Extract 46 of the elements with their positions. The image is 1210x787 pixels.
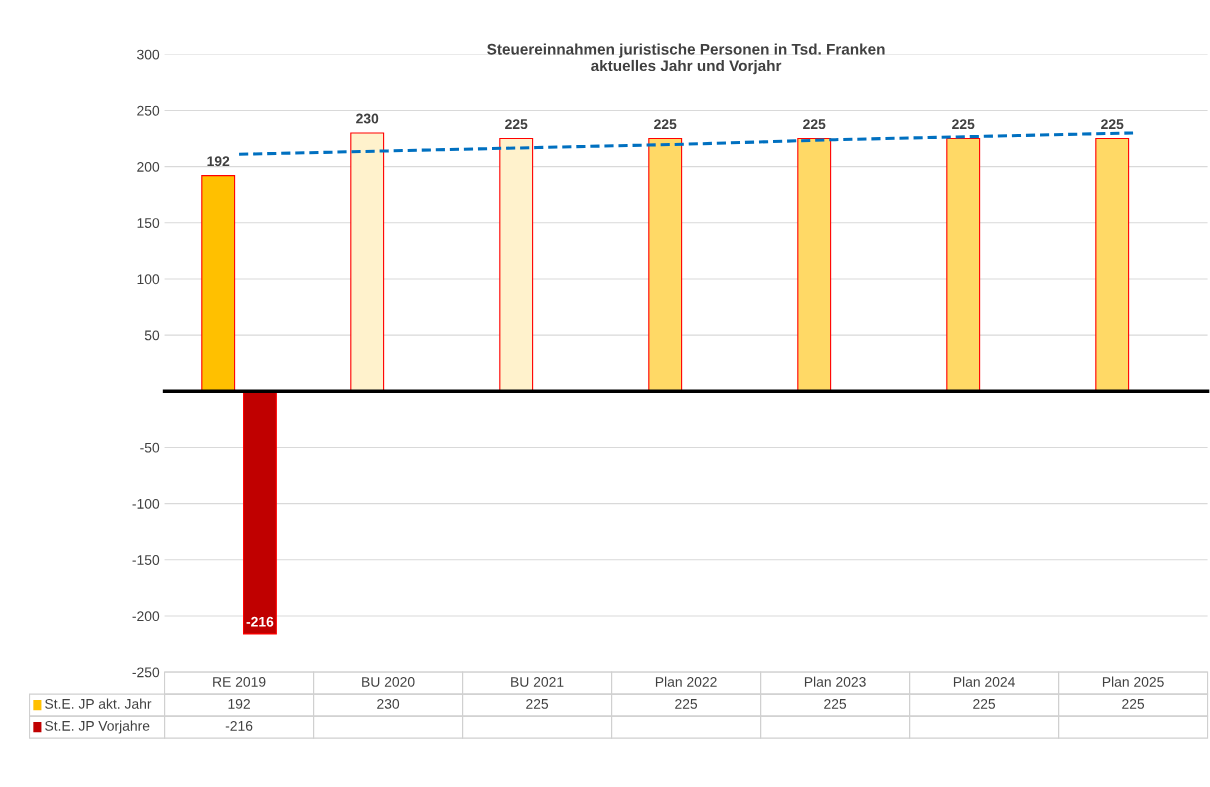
data-label: 230 xyxy=(377,698,400,709)
x-tick-label: Plan 2024 xyxy=(953,676,1015,687)
x-tick-label: Plan 2022 xyxy=(655,676,717,687)
x-tick-label: BU 2020 xyxy=(362,676,415,687)
y-tick-label: 50 xyxy=(144,330,160,341)
y-tick-label: 150 xyxy=(137,218,160,228)
bar xyxy=(946,137,981,392)
text: 230 xyxy=(356,113,379,124)
text: 225 xyxy=(803,119,826,130)
legend-label: St.E. JP akt. Jahr xyxy=(45,698,152,709)
text: 225 xyxy=(952,119,975,130)
x-tick-label: Plan 2025 xyxy=(1102,676,1164,687)
data-label: 225 xyxy=(526,698,549,709)
bar xyxy=(499,137,534,392)
bar xyxy=(1095,137,1130,392)
y-tick-label: 300 xyxy=(137,49,160,60)
y-tick-label: -200 xyxy=(132,611,160,622)
y-tick-label: 250 xyxy=(137,105,160,116)
text: 192 xyxy=(207,156,230,167)
data-label: 225 xyxy=(1122,698,1145,709)
text: 225 xyxy=(505,119,528,130)
data-label: 225 xyxy=(675,698,698,709)
y-tick-label: -100 xyxy=(132,498,160,509)
y-tick-label: 200 xyxy=(137,161,160,172)
text: 225 xyxy=(654,119,677,130)
data-label: 192 xyxy=(228,698,250,709)
x-tick-label: RE 2019 xyxy=(213,676,266,687)
bar xyxy=(350,132,385,392)
data-label: -216 xyxy=(246,616,274,627)
x-tick-label: Plan 2023 xyxy=(804,676,866,687)
y-tick-label: -150 xyxy=(132,555,160,565)
bar xyxy=(201,175,236,392)
bar xyxy=(648,137,683,392)
data-label: 225 xyxy=(824,698,847,709)
legend-label: St.E. JP Vorjahre xyxy=(45,720,150,734)
text: -216 xyxy=(225,720,253,731)
y-tick-label: -50 xyxy=(140,442,160,453)
y-tick-label: -250 xyxy=(132,667,160,678)
bar xyxy=(797,137,832,392)
line-series xyxy=(237,131,1135,156)
x-tick-label: BU 2021 xyxy=(511,676,564,687)
data-label: 225 xyxy=(973,698,996,709)
text: 225 xyxy=(1101,119,1124,130)
chart-title: Steuereinnahmen juristische Personen in Tsd. Franken aktuelles Jahr und Vorjahr xyxy=(487,43,885,75)
bar xyxy=(242,390,277,635)
y-tick-label: 100 xyxy=(137,274,160,285)
